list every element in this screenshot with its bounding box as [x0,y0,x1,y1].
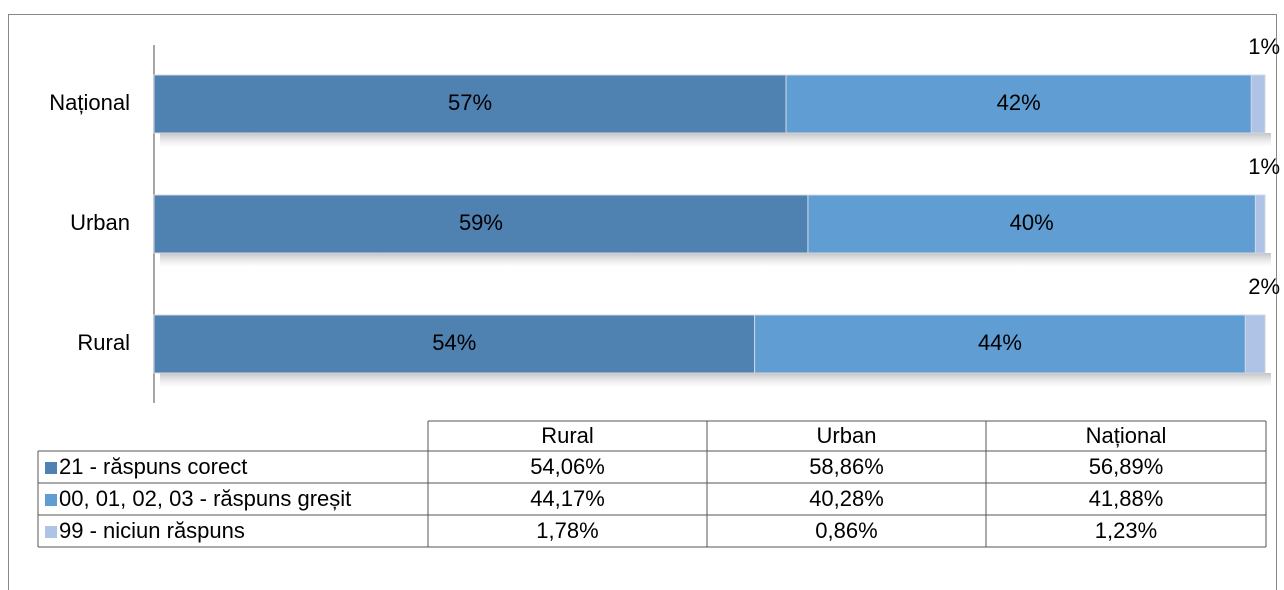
bar-segment [807,194,1256,254]
data-label: 2% [1248,274,1280,299]
table-cell: 0,86% [815,518,877,543]
table-cell: 58,86% [809,454,884,479]
data-label: 42% [997,90,1041,115]
legend-label: 00, 01, 02, 03 - răspuns greșit [59,486,351,511]
bar-shadow [160,133,1271,147]
data-label: 44% [978,330,1022,355]
bar-segment [153,194,809,254]
data-label: 59% [459,210,503,235]
table-cell: 56,89% [1089,454,1164,479]
table-cell: 41,88% [1089,486,1164,511]
data-label: 40% [1010,210,1054,235]
y-tick-label: Rural [77,330,130,355]
y-tick-label: Urban [70,210,130,235]
table-cell: 44,17% [530,486,605,511]
data-label: 57% [448,90,492,115]
table-cell: 1,78% [536,518,598,543]
bar-segment [785,74,1252,134]
bar-segment [1250,74,1266,134]
bar-segment [153,314,756,374]
bar-segment [754,314,1246,374]
legend-swatch [45,526,57,538]
data-label: 1% [1248,154,1280,179]
chart-border [8,14,1277,590]
table-cell: 40,28% [809,486,884,511]
legend-label: 21 - răspuns corect [59,454,247,479]
table-header: Național [1086,423,1167,448]
data-label: 54% [432,330,476,355]
table-cell: 1,23% [1095,518,1157,543]
table-cell: 54,06% [530,454,605,479]
y-tick-label: Național [49,90,130,115]
table-header: Urban [817,423,877,448]
legend-swatch [45,462,57,474]
legend-swatch [45,494,57,506]
bar-segment [1254,194,1266,254]
table-header: Rural [541,423,594,448]
bar-segment [1244,314,1266,374]
legend-label: 99 - niciun răspuns [59,518,245,543]
data-label: 1% [1248,34,1280,59]
bar-shadow [160,253,1271,267]
bar-shadow [160,373,1271,387]
